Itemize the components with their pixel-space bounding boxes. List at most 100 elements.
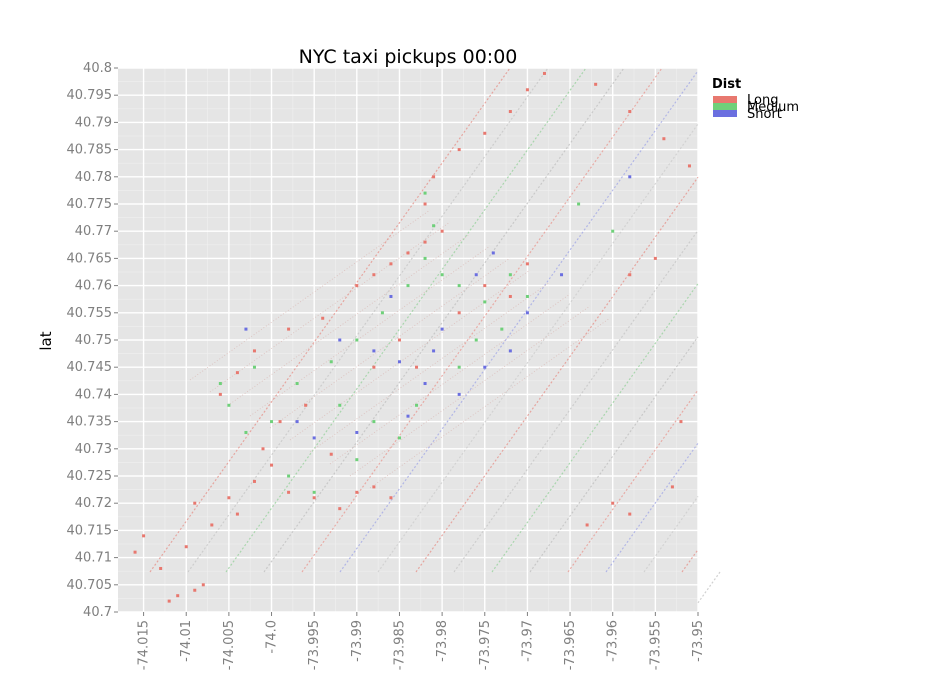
pickup-point-medium [380, 311, 384, 315]
x-tick-label: -73.965 [563, 620, 578, 670]
street-trace [369, 317, 611, 489]
avenue-trace [263, 67, 625, 573]
pickup-point-long [585, 523, 589, 527]
x-tick-label: -74.01 [179, 620, 194, 662]
pickup-point-long [287, 327, 291, 331]
pickup-point-short [440, 327, 444, 331]
pickup-point-short [483, 365, 487, 369]
pickup-point-medium [338, 403, 342, 407]
avenue-trace [301, 67, 663, 573]
pickup-point-long [338, 507, 342, 511]
y-tick-label: 40.79 [75, 115, 112, 130]
pickup-point-long [483, 284, 487, 288]
x-tick-label: -73.985 [392, 620, 407, 670]
y-tick-label: 40.71 [75, 551, 112, 566]
y-tick-label: 40.725 [67, 469, 113, 484]
pickup-point-long [252, 479, 256, 483]
pickup-point-long [372, 365, 376, 369]
avenue-trace [149, 67, 511, 573]
pickup-point-short [525, 311, 529, 315]
x-tick-label: -74.0 [265, 620, 280, 654]
pickup-point-long [440, 229, 444, 233]
pickup-point-long [389, 262, 393, 266]
pickup-point-medium [397, 436, 401, 440]
pickup-point-long [329, 452, 333, 456]
pickup-point-medium [295, 382, 299, 386]
avenue-trace [643, 496, 699, 573]
x-tick-label: -73.96 [606, 620, 621, 662]
y-axis: 40.7 40.705 40.71 40.715 40.72 40.725 40.73 40.… [67, 61, 118, 620]
pickup-point-medium [355, 458, 359, 462]
pickup-point-long [278, 420, 282, 424]
y-tick-label: 40.74 [75, 387, 112, 402]
pickup-point-long [628, 512, 632, 516]
pickup-point-medium [252, 365, 256, 369]
pickup-point-medium [218, 382, 222, 386]
legend-label-short: Short [747, 107, 782, 122]
y-tick-label: 40.7 [83, 605, 112, 620]
street-trace [249, 245, 491, 417]
x-tick-label: -73.995 [307, 620, 322, 670]
street-trace [309, 281, 551, 453]
pickup-point-long [389, 496, 393, 500]
y-tick-label: 40.755 [67, 306, 113, 321]
pickup-point-long [321, 316, 325, 320]
pickup-point-long [687, 164, 691, 168]
pickup-point-long [193, 588, 197, 592]
pickup-point-long [653, 256, 657, 260]
street-trace [289, 269, 531, 441]
pickup-point-medium [483, 300, 487, 304]
major-gridlines [118, 67, 699, 613]
legend-label-long: Long [747, 93, 778, 108]
street-pickup-clusters [149, 67, 721, 604]
pickup-point-medium [312, 490, 316, 494]
pickup-point-long [415, 365, 419, 369]
pickup-point-long [423, 202, 427, 206]
pickup-point-long [355, 284, 359, 288]
pickup-point-long [372, 273, 376, 277]
avenue-trace [339, 70, 699, 573]
pickup-point-short [406, 414, 410, 418]
pickup-point-medium [227, 403, 231, 407]
street-trace [269, 257, 511, 429]
pickup-point-long [372, 485, 376, 489]
pickup-point-long [483, 131, 487, 135]
pickup-point-short [423, 382, 427, 386]
pickup-point-medium [406, 284, 410, 288]
y-tick-label: 40.705 [67, 578, 113, 593]
pickup-point-medium [423, 191, 427, 195]
street-trace [189, 209, 431, 381]
pickup-point-long [508, 110, 512, 114]
pickup-point-medium [508, 273, 512, 277]
pickup-point-short [312, 436, 316, 440]
pickup-point-long [508, 294, 512, 298]
pickup-point-long [227, 496, 231, 500]
pickup-point-long [159, 566, 163, 570]
legend-label-medium: Medium [747, 100, 799, 115]
pickup-point-long [457, 148, 461, 152]
y-tick-label: 40.775 [67, 197, 113, 212]
pickup-point-medium [415, 403, 419, 407]
pickup-point-long [355, 490, 359, 494]
avenue-trace [225, 67, 587, 573]
pickup-point-medium [457, 365, 461, 369]
avenue-trace [567, 389, 699, 573]
avenue-trace [529, 336, 699, 573]
legend-swatch-short [713, 110, 737, 117]
pickup-point-medium [244, 430, 248, 434]
pickup-point-long [397, 338, 401, 342]
pickup-point-short [560, 273, 564, 277]
pickup-point-short [295, 420, 299, 424]
pickup-point-long [432, 175, 436, 179]
legend-swatch-long [713, 96, 737, 103]
y-tick-label: 40.8 [83, 61, 112, 76]
pickup-point-medium [329, 360, 333, 364]
y-tick-label: 40.785 [67, 143, 113, 158]
pickup-point-medium [525, 294, 529, 298]
y-tick-label: 40.735 [67, 415, 113, 430]
pickup-point-short [491, 251, 495, 255]
avenue-trace [453, 230, 699, 573]
pickup-point-short [432, 349, 436, 353]
pickup-point-long [133, 550, 137, 554]
